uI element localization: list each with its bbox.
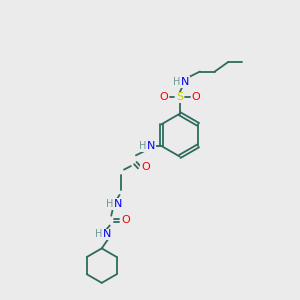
Text: O: O [141, 162, 150, 172]
Text: N: N [114, 199, 122, 209]
Text: H: H [139, 141, 146, 151]
Text: N: N [103, 230, 111, 239]
Text: O: O [121, 215, 130, 225]
Text: S: S [176, 92, 183, 102]
Text: O: O [159, 92, 168, 102]
Text: H: H [173, 77, 180, 87]
Text: H: H [106, 199, 113, 209]
Text: N: N [181, 77, 189, 87]
Text: N: N [147, 141, 155, 151]
Text: O: O [192, 92, 200, 102]
Text: H: H [95, 230, 103, 239]
